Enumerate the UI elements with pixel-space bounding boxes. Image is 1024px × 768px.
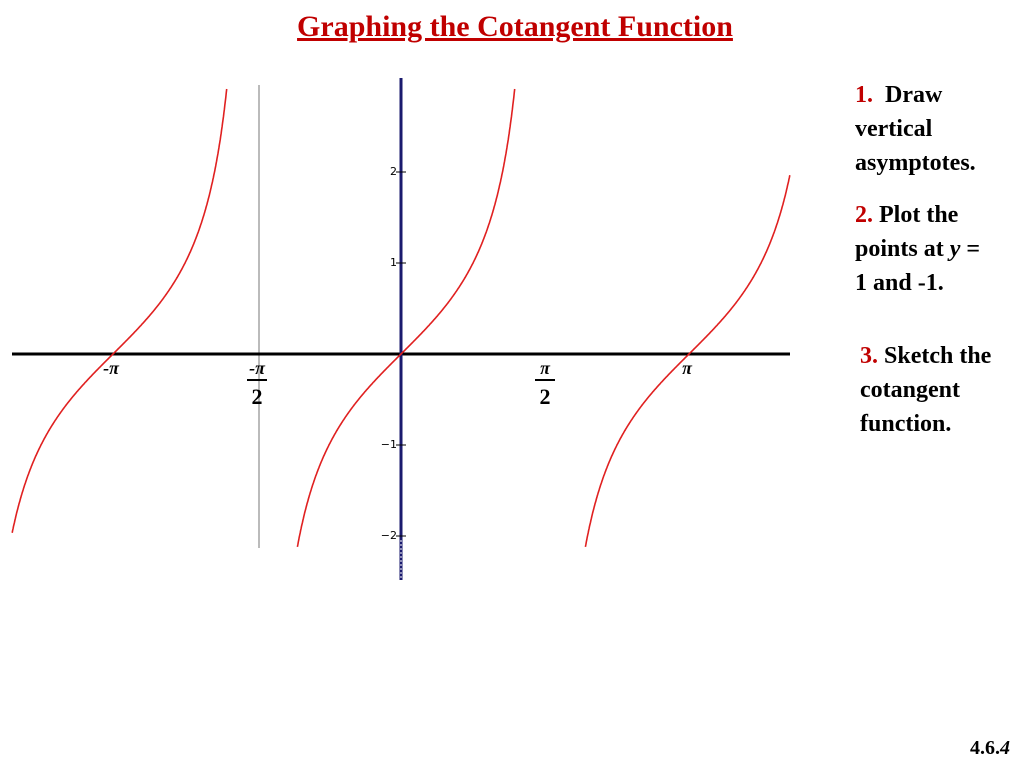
x-tick-label: -π: [103, 358, 120, 378]
step-number: 3.: [860, 343, 878, 369]
curve: [296, 88, 516, 548]
y-tick-label: 2: [390, 165, 397, 178]
y-tick-label: −2: [381, 529, 397, 542]
step-var: y: [949, 236, 961, 262]
step-text: = 1 and -1.: [855, 236, 981, 296]
step-number: 1.: [855, 82, 873, 108]
y-tick-label: 1: [390, 256, 397, 269]
slide-number-part: 4.6.: [970, 737, 1000, 759]
step-text: Sketch the cotangent function.: [860, 343, 992, 437]
slide-number-part: 4: [1000, 737, 1010, 759]
y-tick-label: −1: [381, 438, 397, 451]
step-number: 2.: [855, 202, 873, 228]
x-tick-label: 2: [540, 384, 551, 409]
step: 1. Draw vertical asymptotes.: [855, 78, 1005, 180]
x-tick-label: 2: [252, 384, 263, 409]
step: 2. Plot the points at y = 1 and -1.: [855, 198, 985, 300]
x-tick-label: π: [540, 358, 551, 378]
x-tick-label: π: [682, 358, 693, 378]
step-text: Draw vertical asymptotes.: [855, 82, 976, 176]
curve: [584, 175, 791, 548]
step-text: Plot the points at: [855, 202, 959, 262]
slide-number: 4.6.4: [970, 737, 1010, 760]
step: 3. Sketch the cotangent function.: [860, 339, 1024, 441]
x-tick-label: -π: [249, 358, 266, 378]
curve: [11, 88, 228, 533]
slide-title: Graphing the Cotangent Function: [297, 10, 733, 43]
